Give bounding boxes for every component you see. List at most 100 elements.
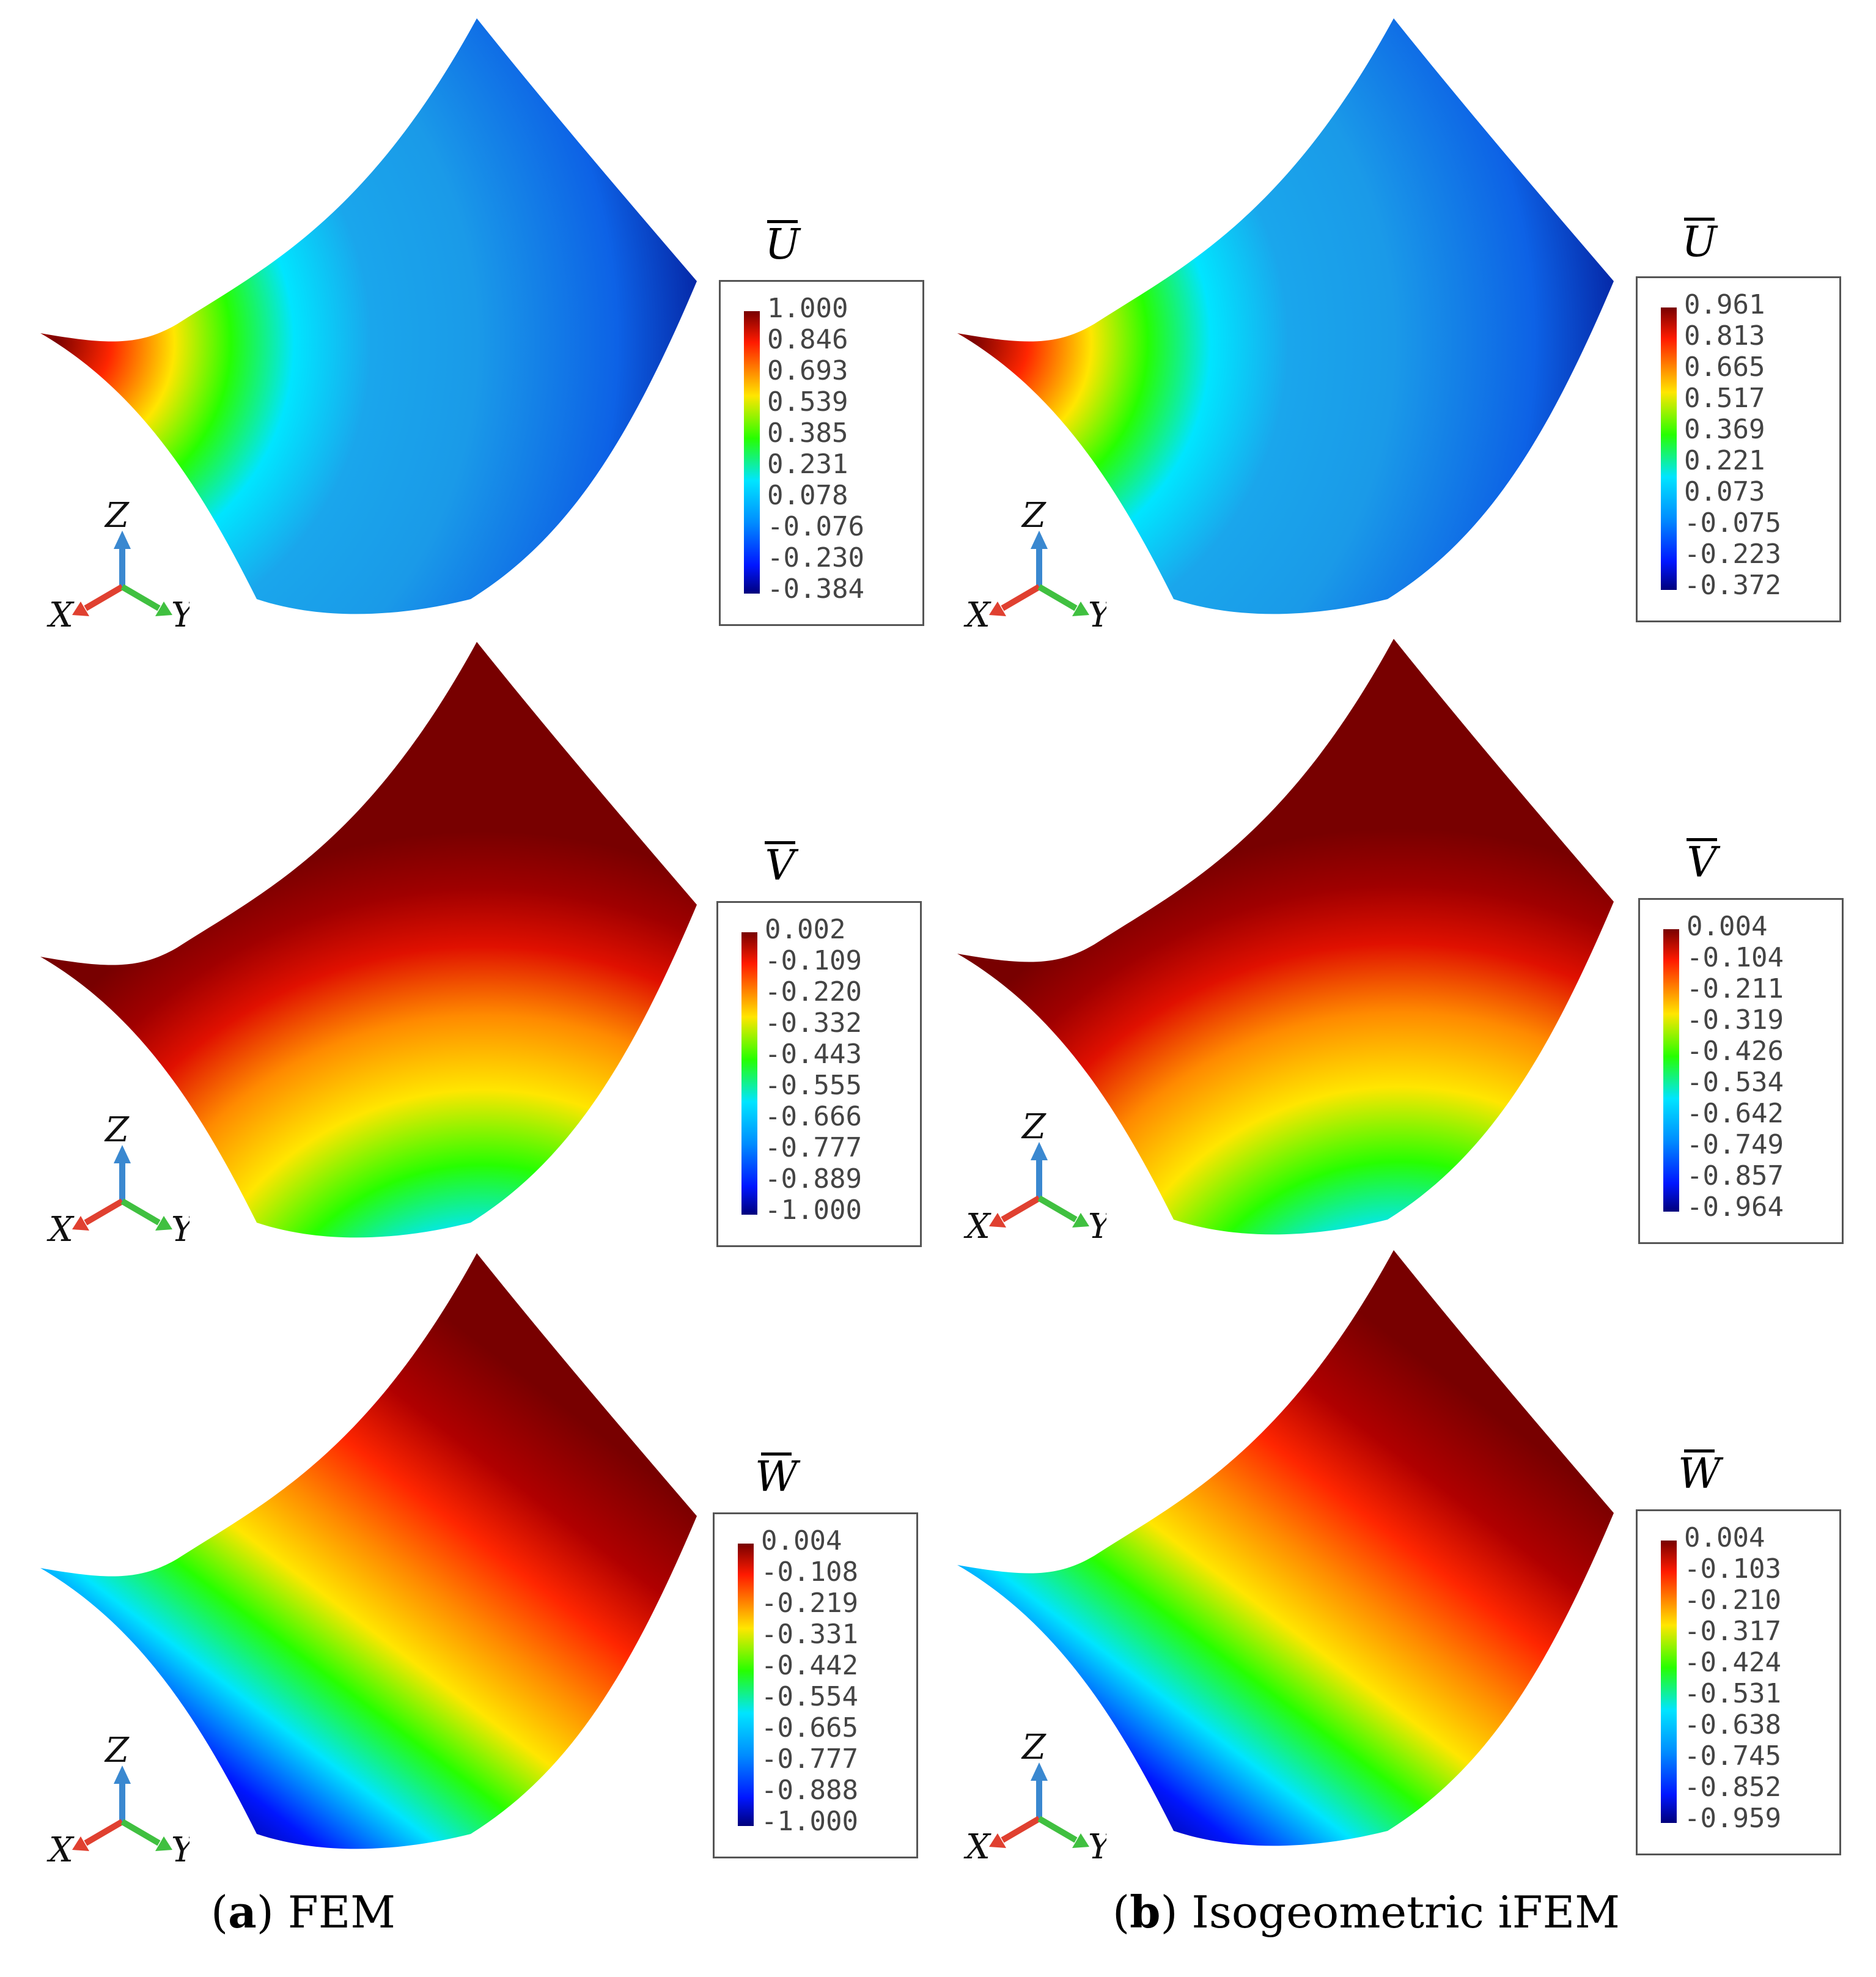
axis-triad-icon: Z X Y — [963, 1107, 1106, 1241]
axis-x-label: X — [963, 1207, 991, 1241]
axis-triad-icon: Z X Y — [46, 496, 189, 630]
legend-label: -0.555 — [765, 1070, 862, 1101]
legend-label: -0.642 — [1687, 1098, 1784, 1129]
legend-box: 1.000 0.846 0.693 0.539 0.385 0.231 0.07… — [719, 280, 924, 626]
legend-label: -0.076 — [767, 511, 864, 542]
contour-surface — [957, 1250, 1614, 1846]
legend-label: 0.004 — [1687, 911, 1768, 942]
legend-label: 0.539 — [767, 386, 848, 418]
legend-title: V — [765, 841, 795, 890]
axis-y-label: Y — [171, 1210, 189, 1244]
legend-label: -0.384 — [767, 573, 864, 605]
legend-label: -0.888 — [761, 1775, 858, 1806]
legend-label: 0.961 — [1684, 289, 1765, 320]
contour-surface — [40, 18, 697, 614]
legend-label: -0.317 — [1684, 1616, 1781, 1647]
contour-surface — [957, 639, 1614, 1235]
legend-label: -1.000 — [761, 1806, 858, 1837]
legend-label: -0.964 — [1687, 1191, 1784, 1223]
legend-label: -0.554 — [761, 1681, 858, 1712]
axis-z-label: Z — [1021, 496, 1047, 536]
legend-label: -0.638 — [1684, 1709, 1781, 1740]
legend-label: -0.424 — [1684, 1647, 1781, 1678]
legend-label: -0.331 — [761, 1619, 858, 1650]
legend-label: -0.852 — [1684, 1772, 1781, 1803]
legend-label: -0.219 — [761, 1588, 858, 1619]
legend-label: 0.813 — [1684, 320, 1765, 352]
axis-x-label: X — [46, 1210, 75, 1244]
axis-z-label: Z — [1021, 1107, 1047, 1147]
panel-w-fem: W 0.004 -0.108 -0.219 -0.331 -0.442 -0.5… — [18, 1247, 935, 1865]
legend-title: V — [1687, 838, 1717, 887]
contour-surface — [957, 18, 1614, 614]
panel-v-fem: V 0.002 -0.109 -0.220 -0.332 -0.443 -0.5… — [18, 636, 935, 1247]
legend-label: -0.534 — [1687, 1067, 1784, 1098]
panel-u-fem: U 1.000 0.846 0.693 0.539 0.385 0.231 0.… — [18, 12, 935, 630]
legend-label: -0.319 — [1687, 1004, 1784, 1036]
legend-label: -1.000 — [765, 1195, 862, 1226]
legend-label: 1.000 — [767, 293, 848, 324]
legend-label: 0.078 — [767, 480, 848, 511]
legend-label: -0.531 — [1684, 1678, 1781, 1709]
legend-title: W — [755, 1452, 798, 1501]
axis-z-label: Z — [104, 496, 130, 536]
legend-label: -0.103 — [1684, 1553, 1781, 1585]
legend-label: 0.846 — [767, 324, 848, 355]
legend-label: -0.332 — [765, 1007, 862, 1039]
axis-triad-icon: Z X Y — [963, 496, 1106, 630]
legend-label: -0.220 — [765, 976, 862, 1007]
legend-label: 0.073 — [1684, 476, 1765, 507]
contour-surface — [40, 642, 697, 1238]
contour-surface — [40, 1253, 697, 1849]
legend-color-scale — [1661, 1541, 1677, 1823]
axis-y-label: Y — [171, 595, 189, 630]
legend-label: 0.369 — [1684, 414, 1765, 445]
caption-letter: b — [1130, 1886, 1161, 1938]
legend-label: -0.108 — [761, 1556, 858, 1588]
legend-label: -0.372 — [1684, 570, 1781, 601]
panel-w-ifem: W 0.004 -0.103 -0.210 -0.317 -0.424 -0.5… — [935, 1244, 1852, 1861]
axis-triad-icon: Z X Y — [46, 1110, 189, 1244]
panel-u-ifem: U 0.961 0.813 0.665 0.517 0.369 0.221 0.… — [935, 12, 1852, 630]
legend-label: -0.745 — [1684, 1740, 1781, 1772]
axis-z-label: Z — [1021, 1728, 1047, 1767]
legend-label: 0.004 — [1684, 1522, 1765, 1553]
axis-y-label: Y — [171, 1830, 189, 1865]
legend-label: -0.666 — [765, 1101, 862, 1132]
axis-z-label: Z — [104, 1110, 130, 1150]
legend-title: U — [765, 220, 800, 269]
legend-label: -0.230 — [767, 542, 864, 573]
legend-label: 0.665 — [1684, 352, 1765, 383]
legend-color-scale — [744, 311, 760, 594]
legend-color-scale — [1661, 307, 1677, 590]
legend-label: -0.857 — [1687, 1160, 1784, 1191]
panel-v-ifem: V 0.004 -0.104 -0.211 -0.319 -0.426 -0.5… — [935, 633, 1852, 1244]
legend-box: 0.961 0.813 0.665 0.517 0.369 0.221 0.07… — [1636, 276, 1841, 622]
legend-label: 0.231 — [767, 449, 848, 480]
axis-x-label: X — [46, 1830, 75, 1865]
legend-label: -0.223 — [1684, 539, 1781, 570]
legend-label: -0.211 — [1687, 973, 1784, 1004]
axis-x-label: X — [963, 1827, 991, 1861]
legend-label: -0.749 — [1687, 1129, 1784, 1160]
axis-y-label: Y — [1088, 1827, 1106, 1861]
legend-label: -0.959 — [1684, 1803, 1781, 1834]
legend-label: -0.889 — [765, 1163, 862, 1195]
caption-fem: (a) FEM — [211, 1886, 395, 1938]
legend-label: -0.075 — [1684, 507, 1781, 539]
axis-triad-icon: Z X Y — [963, 1728, 1106, 1861]
legend-color-scale — [741, 932, 757, 1215]
caption-ifem: (b) Isogeometric iFEM — [1113, 1886, 1620, 1938]
legend-color-scale — [1663, 929, 1679, 1212]
legend-label: 0.002 — [765, 914, 846, 945]
legend-label: 0.221 — [1684, 445, 1765, 476]
caption-text: Isogeometric iFEM — [1191, 1887, 1620, 1938]
legend-label: 0.693 — [767, 355, 848, 386]
legend-box: 0.004 -0.103 -0.210 -0.317 -0.424 -0.531… — [1636, 1509, 1841, 1855]
legend-label: 0.004 — [761, 1525, 842, 1556]
axis-y-label: Y — [1088, 1207, 1106, 1241]
legend-title: W — [1678, 1449, 1721, 1498]
legend-box: 0.002 -0.109 -0.220 -0.332 -0.443 -0.555… — [716, 901, 922, 1247]
legend-label: -0.426 — [1687, 1036, 1784, 1067]
legend-label: -0.665 — [761, 1712, 858, 1743]
